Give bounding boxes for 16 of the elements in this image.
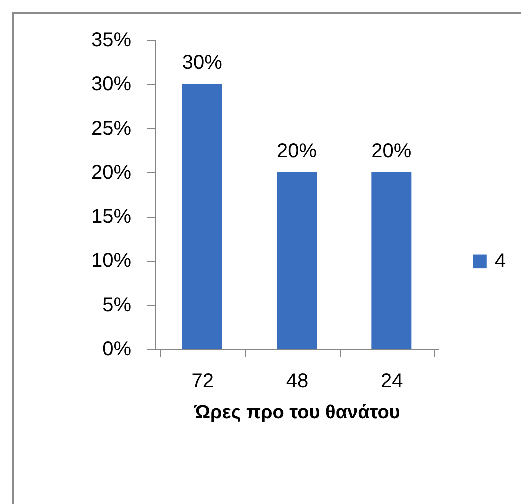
y-tick-label: 5% [102, 294, 132, 316]
y-tick-label: 30% [91, 74, 132, 96]
data-label: 20% [276, 140, 318, 162]
y-tick-label: 15% [91, 206, 132, 228]
x-tick-label: 48 [286, 370, 309, 392]
y-tick-label: 0% [102, 338, 132, 360]
y-tick-label: 35% [91, 30, 132, 52]
data-label: 30% [182, 52, 223, 74]
y-tick-label: 10% [91, 250, 132, 272]
x-tick-label: 72 [192, 370, 214, 392]
x-tick-label: 24 [381, 370, 404, 392]
y-tick-label: 20% [91, 162, 132, 184]
legend-label: 4 [495, 250, 506, 273]
y-tick-label: 25% [91, 118, 132, 140]
x-axis-title: Ώρες προ του θανάτου [194, 402, 400, 424]
data-label: 20% [372, 140, 412, 162]
